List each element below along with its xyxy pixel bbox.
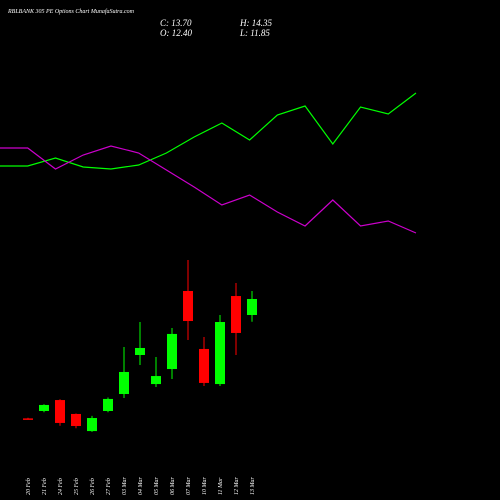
x-tick-label: 27 Feb xyxy=(106,478,112,495)
candle-body xyxy=(23,418,33,420)
candle-body xyxy=(119,371,129,395)
x-tick-label: 25 Feb xyxy=(74,478,80,495)
x-tick-label: 26 Feb xyxy=(90,478,96,495)
x-tick-label: 10 Mar xyxy=(202,477,208,495)
x-tick-label: 05 Mar xyxy=(154,477,160,495)
x-tick-label: 24 Feb xyxy=(57,478,64,495)
candle-body xyxy=(167,333,177,370)
x-tick-label: 11 Mar xyxy=(218,477,224,495)
candle-body xyxy=(55,400,65,423)
x-tick-label: 12 Mar xyxy=(234,477,240,495)
x-tick-label: 03 Mar xyxy=(122,477,128,495)
candle-body xyxy=(151,376,161,385)
candle-body xyxy=(71,413,81,427)
x-tick-label: 20 Feb xyxy=(26,478,32,495)
candle-body xyxy=(135,347,145,355)
candle-body xyxy=(39,404,49,412)
candle-body xyxy=(231,296,241,333)
x-tick-label: 21 Feb xyxy=(42,478,48,495)
x-tick-label: 13 Mar xyxy=(250,477,256,495)
indicator-line xyxy=(0,92,417,170)
indicator-line xyxy=(0,145,417,234)
candle-body xyxy=(103,398,113,412)
chart-title: RBLBANK 305 PE Options Chart MunafaSutra… xyxy=(7,8,135,15)
candle-body xyxy=(183,290,193,322)
candle-body xyxy=(199,348,209,383)
ohlc-close: C: 13.70 xyxy=(160,18,192,28)
ohlc-high: H: 14.35 xyxy=(239,18,272,28)
x-tick-label: 04 Mar xyxy=(137,477,144,495)
candle-body xyxy=(87,418,97,432)
x-tick-label: 07 Mar xyxy=(186,477,192,495)
x-tick-label: 06 Mar xyxy=(170,477,176,495)
ohlc-open: O: 12.40 xyxy=(160,28,192,38)
candle-body xyxy=(247,298,257,315)
candle-body xyxy=(215,322,225,385)
ohlc-low: L: 11.85 xyxy=(239,28,270,38)
